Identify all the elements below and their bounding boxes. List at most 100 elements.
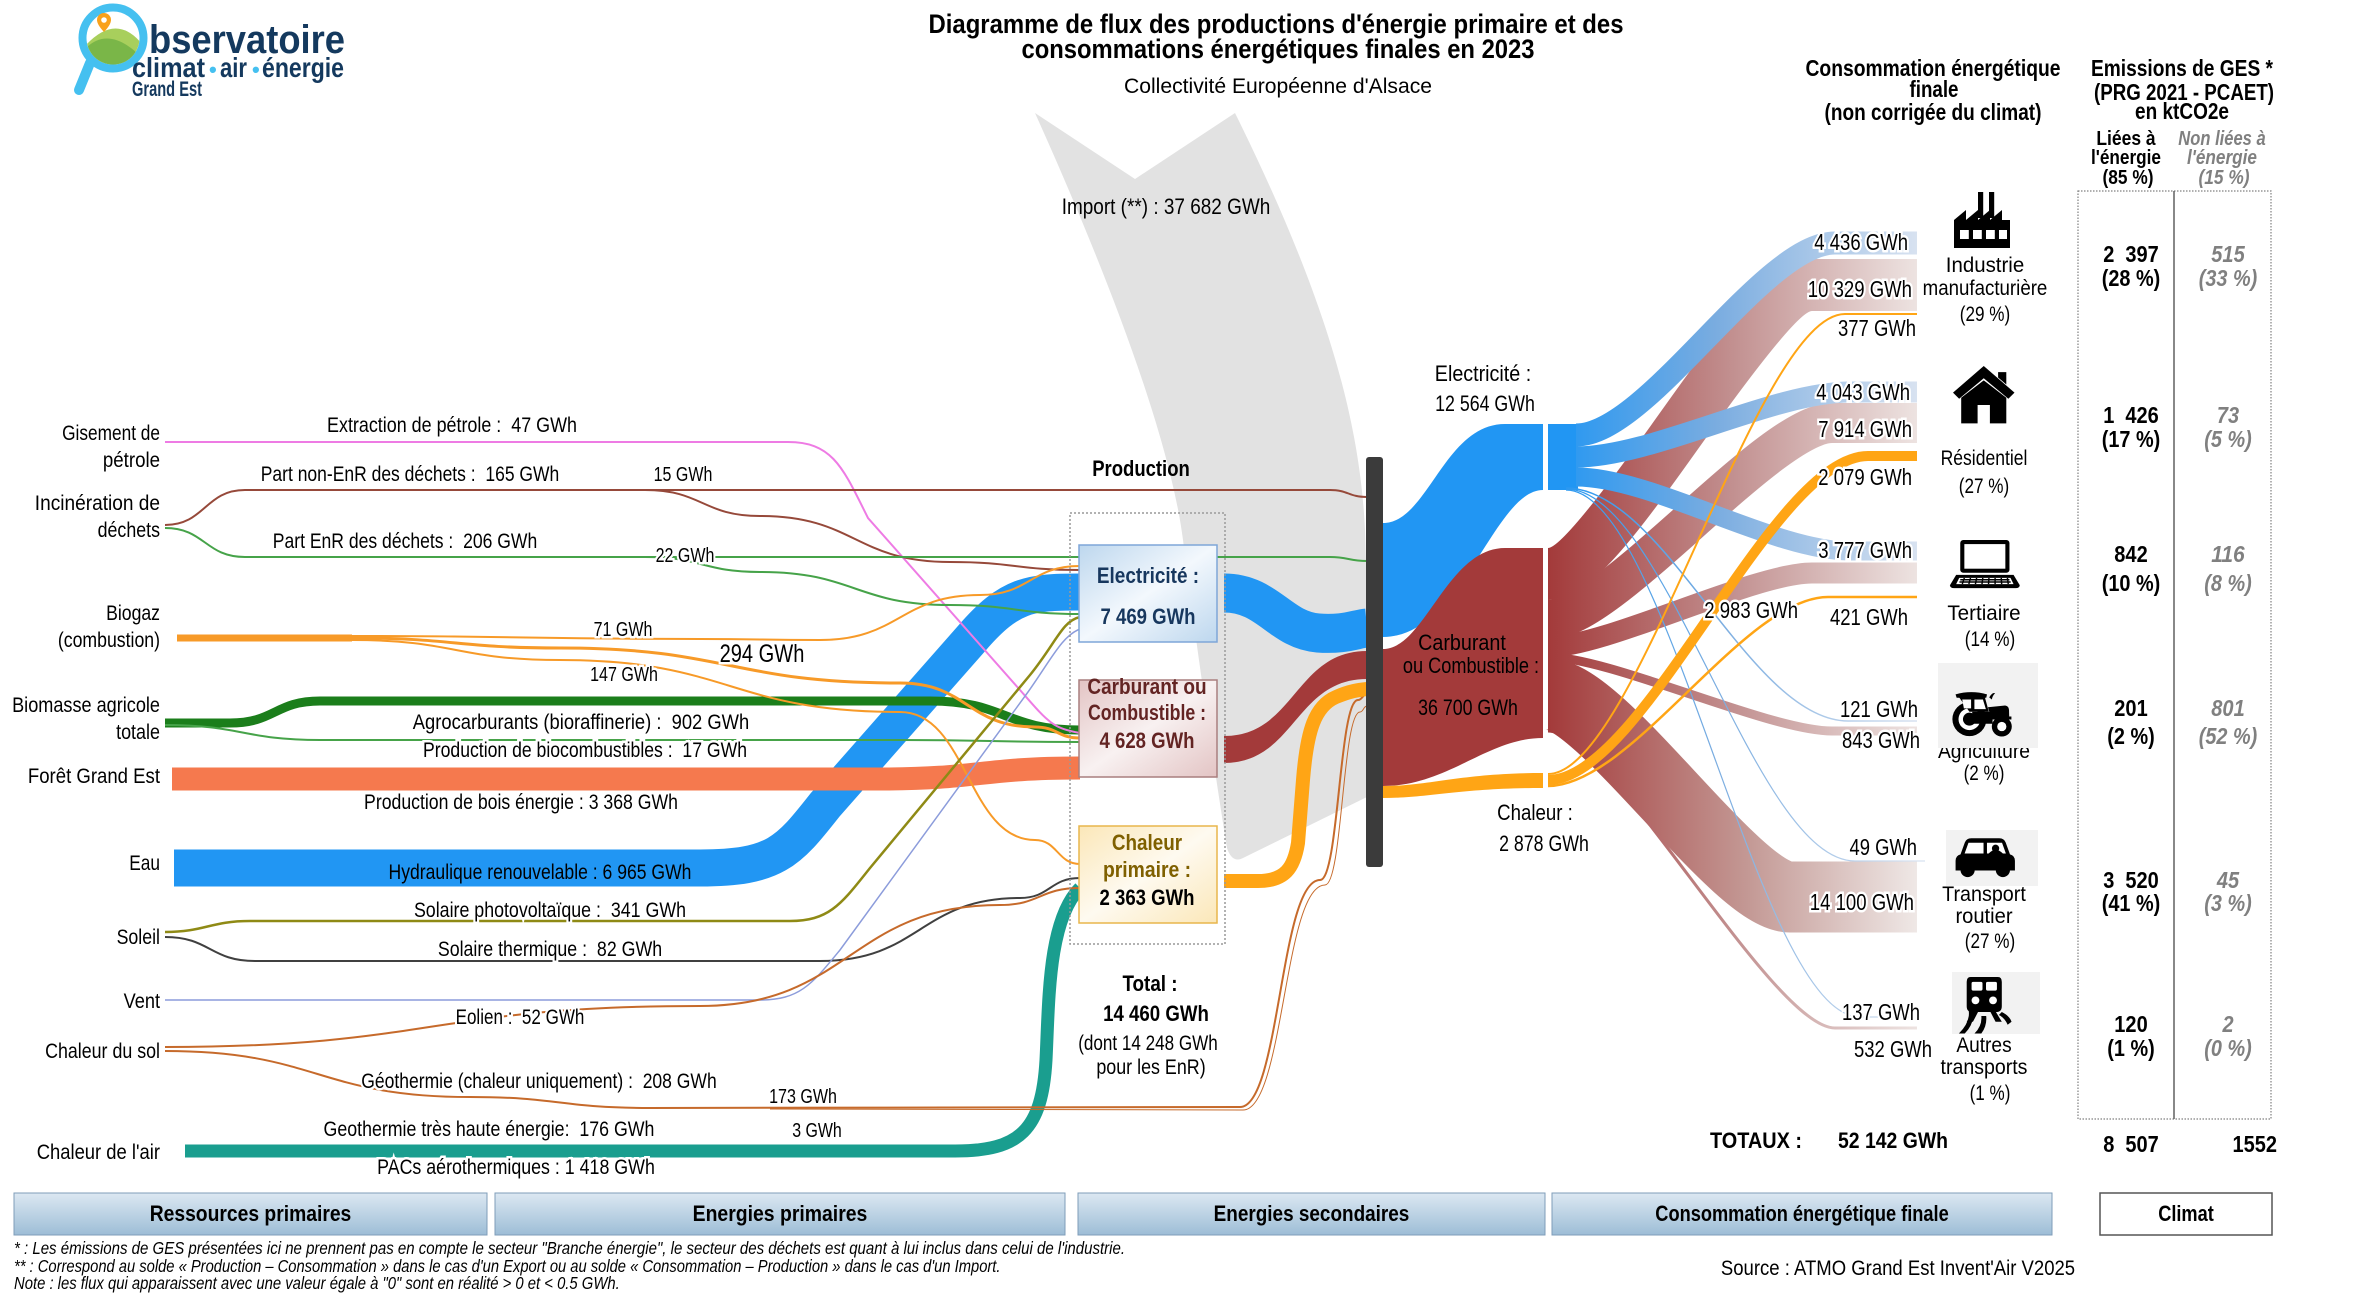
svg-text:147 GWh: 147 GWh <box>590 664 658 686</box>
svg-text:14 100 GWh: 14 100 GWh <box>1810 889 1914 915</box>
svg-text:14 460 GWh: 14 460 GWh <box>1103 1001 1209 1026</box>
svg-text:transports: transports <box>1941 1056 2028 1079</box>
svg-text:52 142 GWh: 52 142 GWh <box>1838 1128 1948 1153</box>
svg-text:15 GWh: 15 GWh <box>654 464 713 486</box>
svg-text:(dont 14 248 GWh: (dont 14 248 GWh <box>1078 1032 1218 1055</box>
svg-text:Ressources primaires: Ressources primaires <box>150 1201 352 1226</box>
svg-text:Solaire photovoltaïque : 341: Solaire photovoltaïque : 341 GWh <box>414 899 686 922</box>
svg-text:Chaleur de l'air: Chaleur de l'air <box>37 1141 160 1164</box>
svg-text:(combustion): (combustion) <box>58 629 160 652</box>
svg-text:totale: totale <box>116 721 160 744</box>
svg-text:8 507: 8 507 <box>2103 1131 2159 1157</box>
svg-text:Source : ATMO Grand Est Invent: Source : ATMO Grand Est Invent'Air V2025 <box>1721 1257 2075 1280</box>
svg-text:Note : les flux qui apparaisse: Note : les flux qui apparaissent avec un… <box>14 1273 620 1293</box>
svg-text:Energies secondaires: Energies secondaires <box>1214 1201 1410 1226</box>
svg-text:120: 120 <box>2114 1011 2147 1037</box>
svg-text:Incinération de: Incinération de <box>35 492 160 515</box>
svg-text:PACs aérothermiques : 1 418 GW: PACs aérothermiques : 1 418 GWh <box>377 1156 655 1179</box>
svg-text:Chaleur: Chaleur <box>1112 830 1183 855</box>
svg-text:Electricité :: Electricité : <box>1435 361 1531 386</box>
svg-text:Hydraulique renouvelable : 6 9: Hydraulique renouvelable : 6 965 GWh <box>389 861 692 884</box>
svg-text:Agrocarburants (bioraffinerie): Agrocarburants (bioraffinerie) : 902 GWh <box>413 711 749 734</box>
svg-text:Climat: Climat <box>2158 1201 2214 1226</box>
svg-text:2 363 GWh: 2 363 GWh <box>1100 885 1195 910</box>
svg-text:Part non-EnR des déchets : 16: Part non-EnR des déchets : 165 GWh <box>261 463 560 486</box>
svg-text:294 GWh: 294 GWh <box>720 640 805 668</box>
svg-text:7 469 GWh: 7 469 GWh <box>1101 604 1196 629</box>
svg-text:Electricité :: Electricité : <box>1097 563 1199 588</box>
svg-text:12 564 GWh: 12 564 GWh <box>1435 391 1535 416</box>
svg-text:22 GWh: 22 GWh <box>656 545 715 567</box>
svg-text:Biomasse agricole: Biomasse agricole <box>12 694 160 717</box>
svg-text:Production de bois énergie : 3: Production de bois énergie : 3 368 GWh <box>364 791 678 814</box>
svg-text:Emissions de GES *: Emissions de GES * <box>2091 55 2273 81</box>
svg-text:121 GWh: 121 GWh <box>1840 696 1918 722</box>
svg-text:(10 %): (10 %) <box>2102 570 2161 596</box>
svg-text:Solaire thermique : 82 GWh: Solaire thermique : 82 GWh <box>438 938 662 961</box>
svg-text:Autres: Autres <box>1956 1034 2011 1057</box>
svg-text:(14 %): (14 %) <box>1965 628 2015 651</box>
svg-text:Forêt Grand Est: Forêt Grand Est <box>28 765 160 788</box>
svg-text:1 426: 1 426 <box>2103 402 2159 428</box>
svg-text:(15 %): (15 %) <box>2199 167 2250 189</box>
svg-text:Production: Production <box>1092 456 1190 481</box>
svg-text:Carburant ou: Carburant ou <box>1087 674 1206 699</box>
svg-text:Soleil: Soleil <box>117 926 160 949</box>
svg-text:Combustible :: Combustible : <box>1088 700 1206 725</box>
svg-text:Energies primaires: Energies primaires <box>693 1201 868 1226</box>
svg-text:3 520: 3 520 <box>2103 867 2159 893</box>
svg-text:1552: 1552 <box>2233 1131 2278 1157</box>
svg-text:36 700 GWh: 36 700 GWh <box>1418 695 1518 720</box>
svg-text:pour les EnR): pour les EnR) <box>1096 1056 1205 1079</box>
svg-text:•: • <box>209 57 217 82</box>
svg-text:49 GWh: 49 GWh <box>1850 834 1918 860</box>
svg-text:173 GWh: 173 GWh <box>769 1086 837 1108</box>
svg-text:(2 %): (2 %) <box>2107 723 2154 749</box>
svg-text:(17 %): (17 %) <box>2102 426 2161 452</box>
svg-text:843 GWh: 843 GWh <box>1842 727 1920 753</box>
svg-text:routier: routier <box>1955 905 2012 928</box>
svg-text:421 GWh: 421 GWh <box>1830 604 1908 630</box>
svg-text:Eolien : 52 GWh: Eolien : 52 GWh <box>456 1006 585 1029</box>
svg-text:Part EnR des déchets : 206 GW: Part EnR des déchets : 206 GWh <box>273 530 538 553</box>
svg-text:(3 %): (3 %) <box>2204 890 2251 916</box>
svg-text:2: 2 <box>2222 1011 2234 1037</box>
svg-text:bservatoire: bservatoire <box>149 18 345 62</box>
svg-text:Diagramme de flux des producti: Diagramme de flux des productions d'éner… <box>929 9 1624 39</box>
svg-text:•: • <box>252 57 260 82</box>
svg-text:Consommation énergétique final: Consommation énergétique finale <box>1655 1201 1948 1226</box>
svg-text:4 043 GWh: 4 043 GWh <box>1816 379 1910 405</box>
svg-text:2 983 GWh: 2 983 GWh <box>1704 597 1798 623</box>
svg-text:(27 %): (27 %) <box>1965 930 2015 953</box>
svg-text:Géothermie (chaleur uniquement: Géothermie (chaleur uniquement) : 208 GW… <box>361 1070 716 1093</box>
svg-text:2 878 GWh: 2 878 GWh <box>1499 831 1589 856</box>
svg-text:45: 45 <box>2216 867 2240 893</box>
svg-text:842: 842 <box>2114 541 2147 567</box>
svg-text:(52 %): (52 %) <box>2199 723 2258 749</box>
svg-text:Vent: Vent <box>124 990 161 1013</box>
svg-text:(5 %): (5 %) <box>2204 426 2251 452</box>
svg-text:71 GWh: 71 GWh <box>594 619 653 641</box>
svg-text:énergie: énergie <box>262 52 344 83</box>
svg-text:Total :: Total : <box>1122 971 1177 996</box>
svg-text:515: 515 <box>2211 241 2245 267</box>
svg-text:2 079 GWh: 2 079 GWh <box>1818 464 1912 490</box>
svg-text:consommations énergétiques fin: consommations énergétiques finales en 20… <box>1022 34 1535 64</box>
svg-text:4 436 GWh: 4 436 GWh <box>1814 229 1908 255</box>
svg-text:(29 %): (29 %) <box>1960 303 2010 326</box>
svg-text:Grand Est: Grand Est <box>132 78 202 101</box>
svg-text:Geothermie très haute énergie:: Geothermie très haute énergie: 176 GWh <box>324 1118 655 1141</box>
svg-text:Import (**) : 37 682 GWh: Import (**) : 37 682 GWh <box>1062 194 1271 219</box>
svg-text:(1 %): (1 %) <box>2107 1035 2154 1061</box>
svg-text:(41 %): (41 %) <box>2102 890 2161 916</box>
svg-text:4 628 GWh: 4 628 GWh <box>1100 728 1195 753</box>
svg-text:TOTAUX :: TOTAUX : <box>1710 1128 1802 1153</box>
svg-text:* : Les émissions de GES prése: * : Les émissions de GES présentées ici … <box>14 1238 1125 1258</box>
svg-text:(33 %): (33 %) <box>2199 265 2258 291</box>
svg-text:Collectivité Européenne d'Alsa: Collectivité Européenne d'Alsace <box>1124 75 1432 98</box>
svg-text:Chaleur :: Chaleur : <box>1497 800 1573 825</box>
svg-text:finale: finale <box>1910 76 1959 102</box>
svg-text:en ktCO2e: en ktCO2e <box>2135 98 2229 124</box>
svg-text:(28 %): (28 %) <box>2102 265 2161 291</box>
svg-text:Transport: Transport <box>1942 883 2026 906</box>
